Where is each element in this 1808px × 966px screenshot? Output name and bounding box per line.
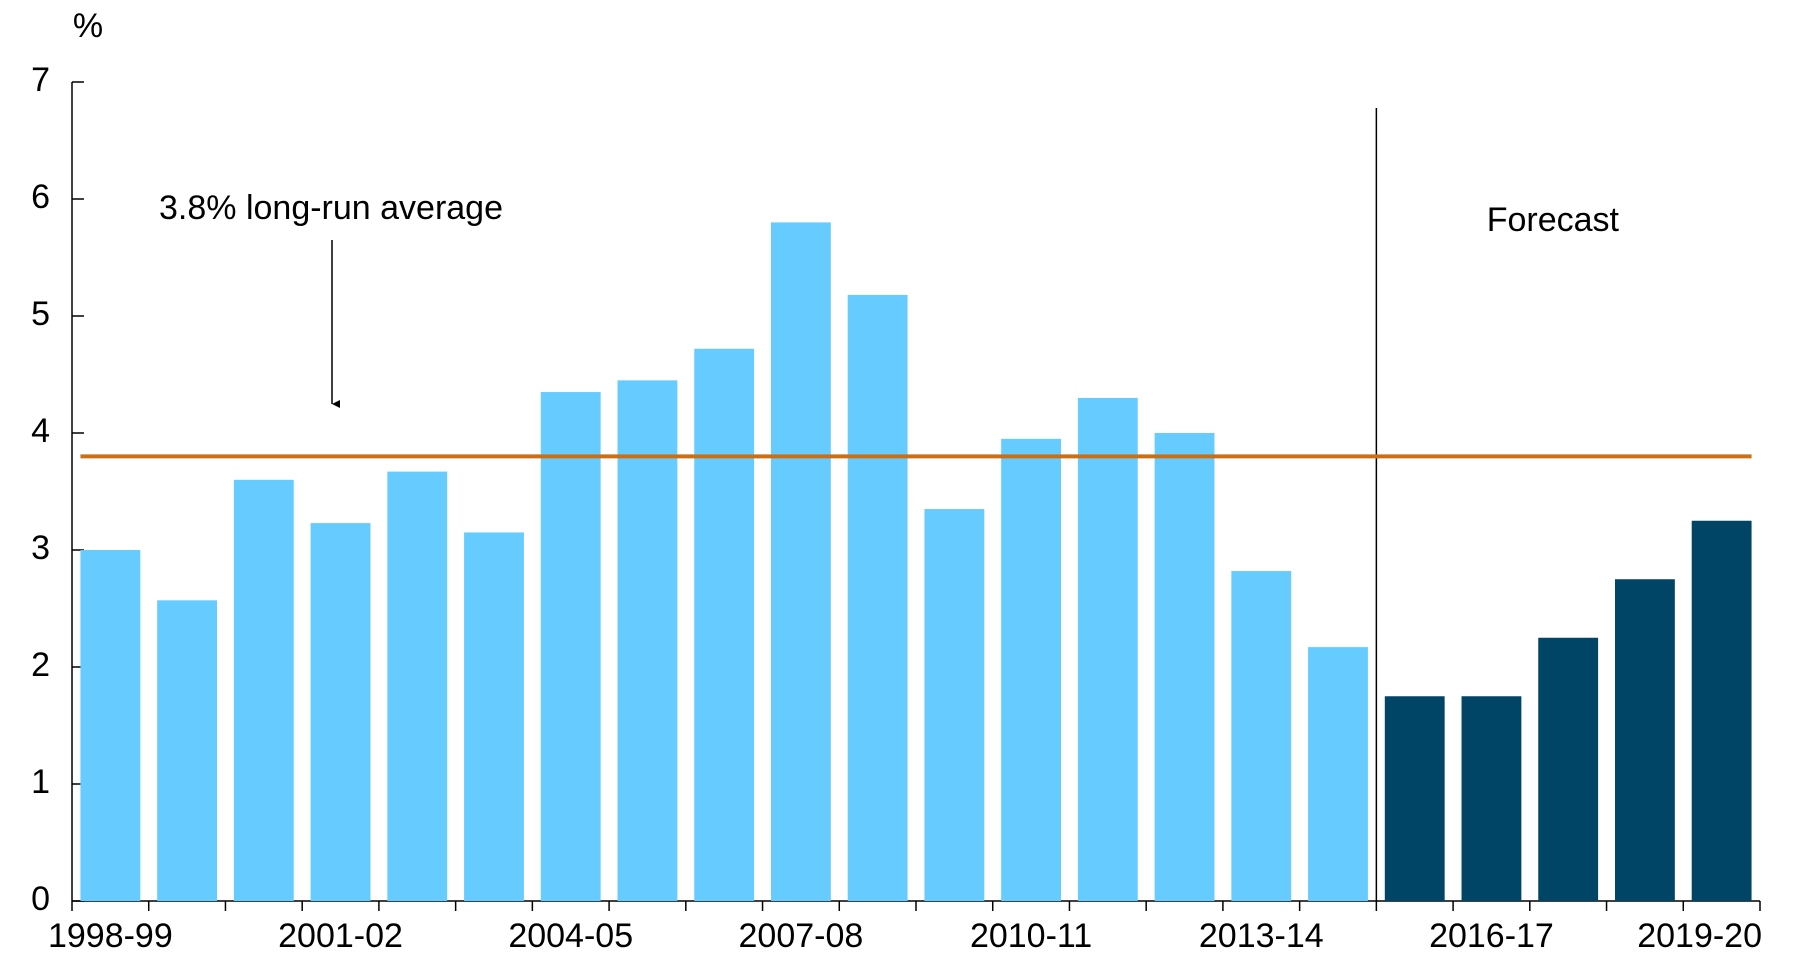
x-tick-label: 2007-08 (739, 917, 864, 955)
bar (1691, 520, 1752, 901)
y-tick-label: 0 (31, 880, 50, 918)
bar (1538, 637, 1599, 901)
bar (80, 550, 141, 901)
y-tick-label: 1 (31, 763, 50, 801)
bar (1077, 397, 1138, 901)
forecast-label: Forecast (1487, 201, 1620, 239)
y-tick-label: 7 (31, 61, 50, 99)
y-tick-label: 5 (31, 295, 50, 333)
average-label: 3.8% long-run average (159, 189, 503, 227)
x-tick-label: 2016-17 (1429, 917, 1554, 955)
x-tick-label: 2004-05 (508, 917, 633, 955)
bar (617, 380, 678, 902)
x-tick-label: 2013-14 (1199, 917, 1324, 955)
x-tick-label: 2001-02 (278, 917, 403, 955)
y-tick-label: 2 (31, 646, 50, 684)
x-tick-label: 2019-20 (1637, 917, 1762, 955)
bar (233, 479, 294, 901)
y-tick-label: 6 (31, 178, 50, 216)
bar (770, 222, 831, 901)
x-tick-label: 1998-99 (48, 917, 173, 955)
bar (847, 294, 908, 901)
bar (1231, 571, 1292, 901)
bar (387, 471, 448, 901)
bar (1384, 696, 1445, 901)
bar (924, 509, 985, 901)
bar (540, 392, 601, 901)
bar (1614, 579, 1675, 901)
bar (1154, 433, 1215, 901)
x-tick-label: 2010-11 (970, 917, 1092, 955)
bar (310, 523, 371, 901)
bar (1001, 438, 1062, 901)
bar (464, 532, 524, 901)
bar (1461, 696, 1522, 901)
bar (157, 600, 218, 901)
y-tick-label: 3 (31, 529, 50, 567)
bar (1308, 647, 1368, 901)
y-tick-label: 4 (31, 412, 50, 450)
y-axis-label: % (73, 7, 103, 45)
bar (694, 348, 755, 901)
